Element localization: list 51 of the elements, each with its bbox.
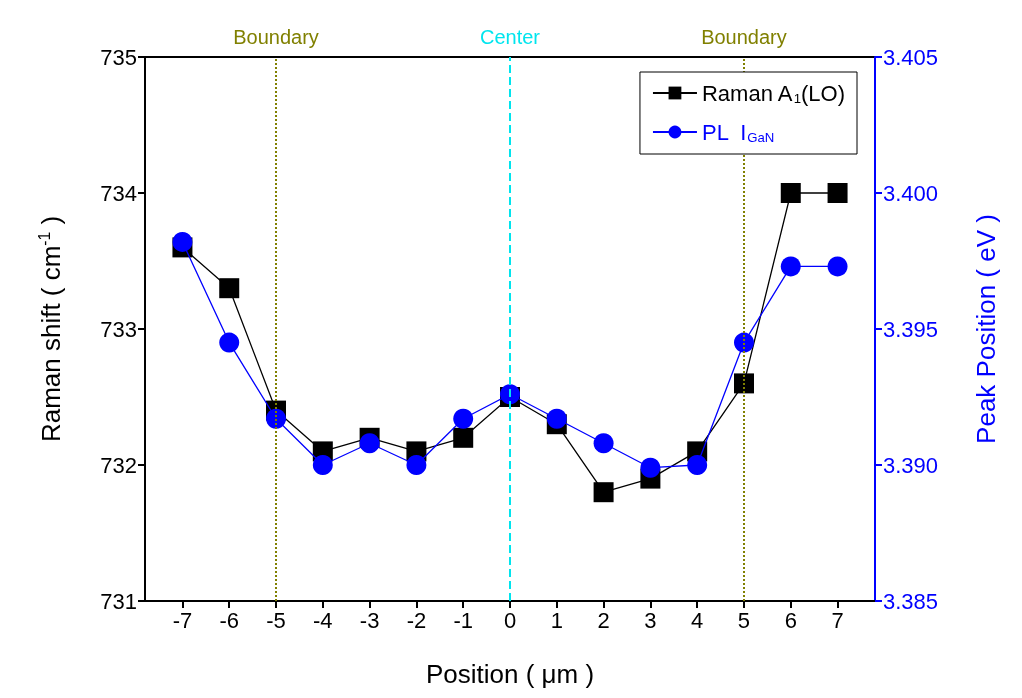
y2-tick-label: 3.400 <box>883 180 939 206</box>
y2-tick-label: 3.385 <box>883 588 939 614</box>
x-tick-label: -4 <box>313 607 333 633</box>
y2-tick-label: 3.395 <box>883 316 939 342</box>
x-tick-label: -6 <box>219 607 240 633</box>
point <box>453 427 474 448</box>
point <box>406 455 427 475</box>
x-tick-label: 0 <box>503 607 517 633</box>
x-tick-label: -1 <box>453 607 473 633</box>
x-tick-label: 2 <box>597 607 610 633</box>
y-tick-label: 732 <box>100 452 137 478</box>
point <box>733 332 754 353</box>
point <box>453 408 474 429</box>
x-tick-label: -7 <box>172 607 193 633</box>
x-tick-label: 6 <box>784 607 797 633</box>
y2-tick-label: 3.390 <box>883 452 939 478</box>
x-tick-label: -3 <box>359 607 380 633</box>
point <box>780 256 801 277</box>
y2-tick-label: 3.405 <box>883 44 939 70</box>
point <box>219 332 240 353</box>
y-tick-label: 731 <box>100 588 137 614</box>
point <box>359 433 380 454</box>
point <box>687 455 708 475</box>
y-tick-label: 733 <box>100 316 137 342</box>
x-tick-label: -2 <box>406 607 427 633</box>
x-axis-title: Position ( μm ) <box>425 659 595 689</box>
x-tick-label: 7 <box>831 607 844 633</box>
point <box>827 256 848 277</box>
x-tick-label: -5 <box>266 607 286 633</box>
ref-line-label: Boundary <box>701 26 787 48</box>
y-tick-label: 735 <box>100 44 137 70</box>
point <box>593 433 614 454</box>
point <box>546 408 567 429</box>
x-tick-label: 5 <box>737 607 751 633</box>
point <box>827 183 848 203</box>
point <box>640 457 661 478</box>
y-tick-label: 734 <box>100 180 137 206</box>
x-tick-label: 1 <box>550 607 563 633</box>
point <box>219 278 240 299</box>
point <box>312 455 333 475</box>
ref-line-label: Center <box>479 26 541 48</box>
point <box>172 231 193 252</box>
ref-line-label: Boundary <box>233 26 319 48</box>
y2-axis-title: Peak Position ( eV ) <box>971 214 1001 444</box>
x-tick-label: 3 <box>644 607 657 633</box>
point <box>733 373 754 394</box>
x-tick-label: 4 <box>691 607 704 633</box>
y-axis-title: Raman shift ( cm-1 ) <box>35 215 66 443</box>
point <box>266 408 287 429</box>
point <box>593 482 614 503</box>
point <box>780 183 801 203</box>
